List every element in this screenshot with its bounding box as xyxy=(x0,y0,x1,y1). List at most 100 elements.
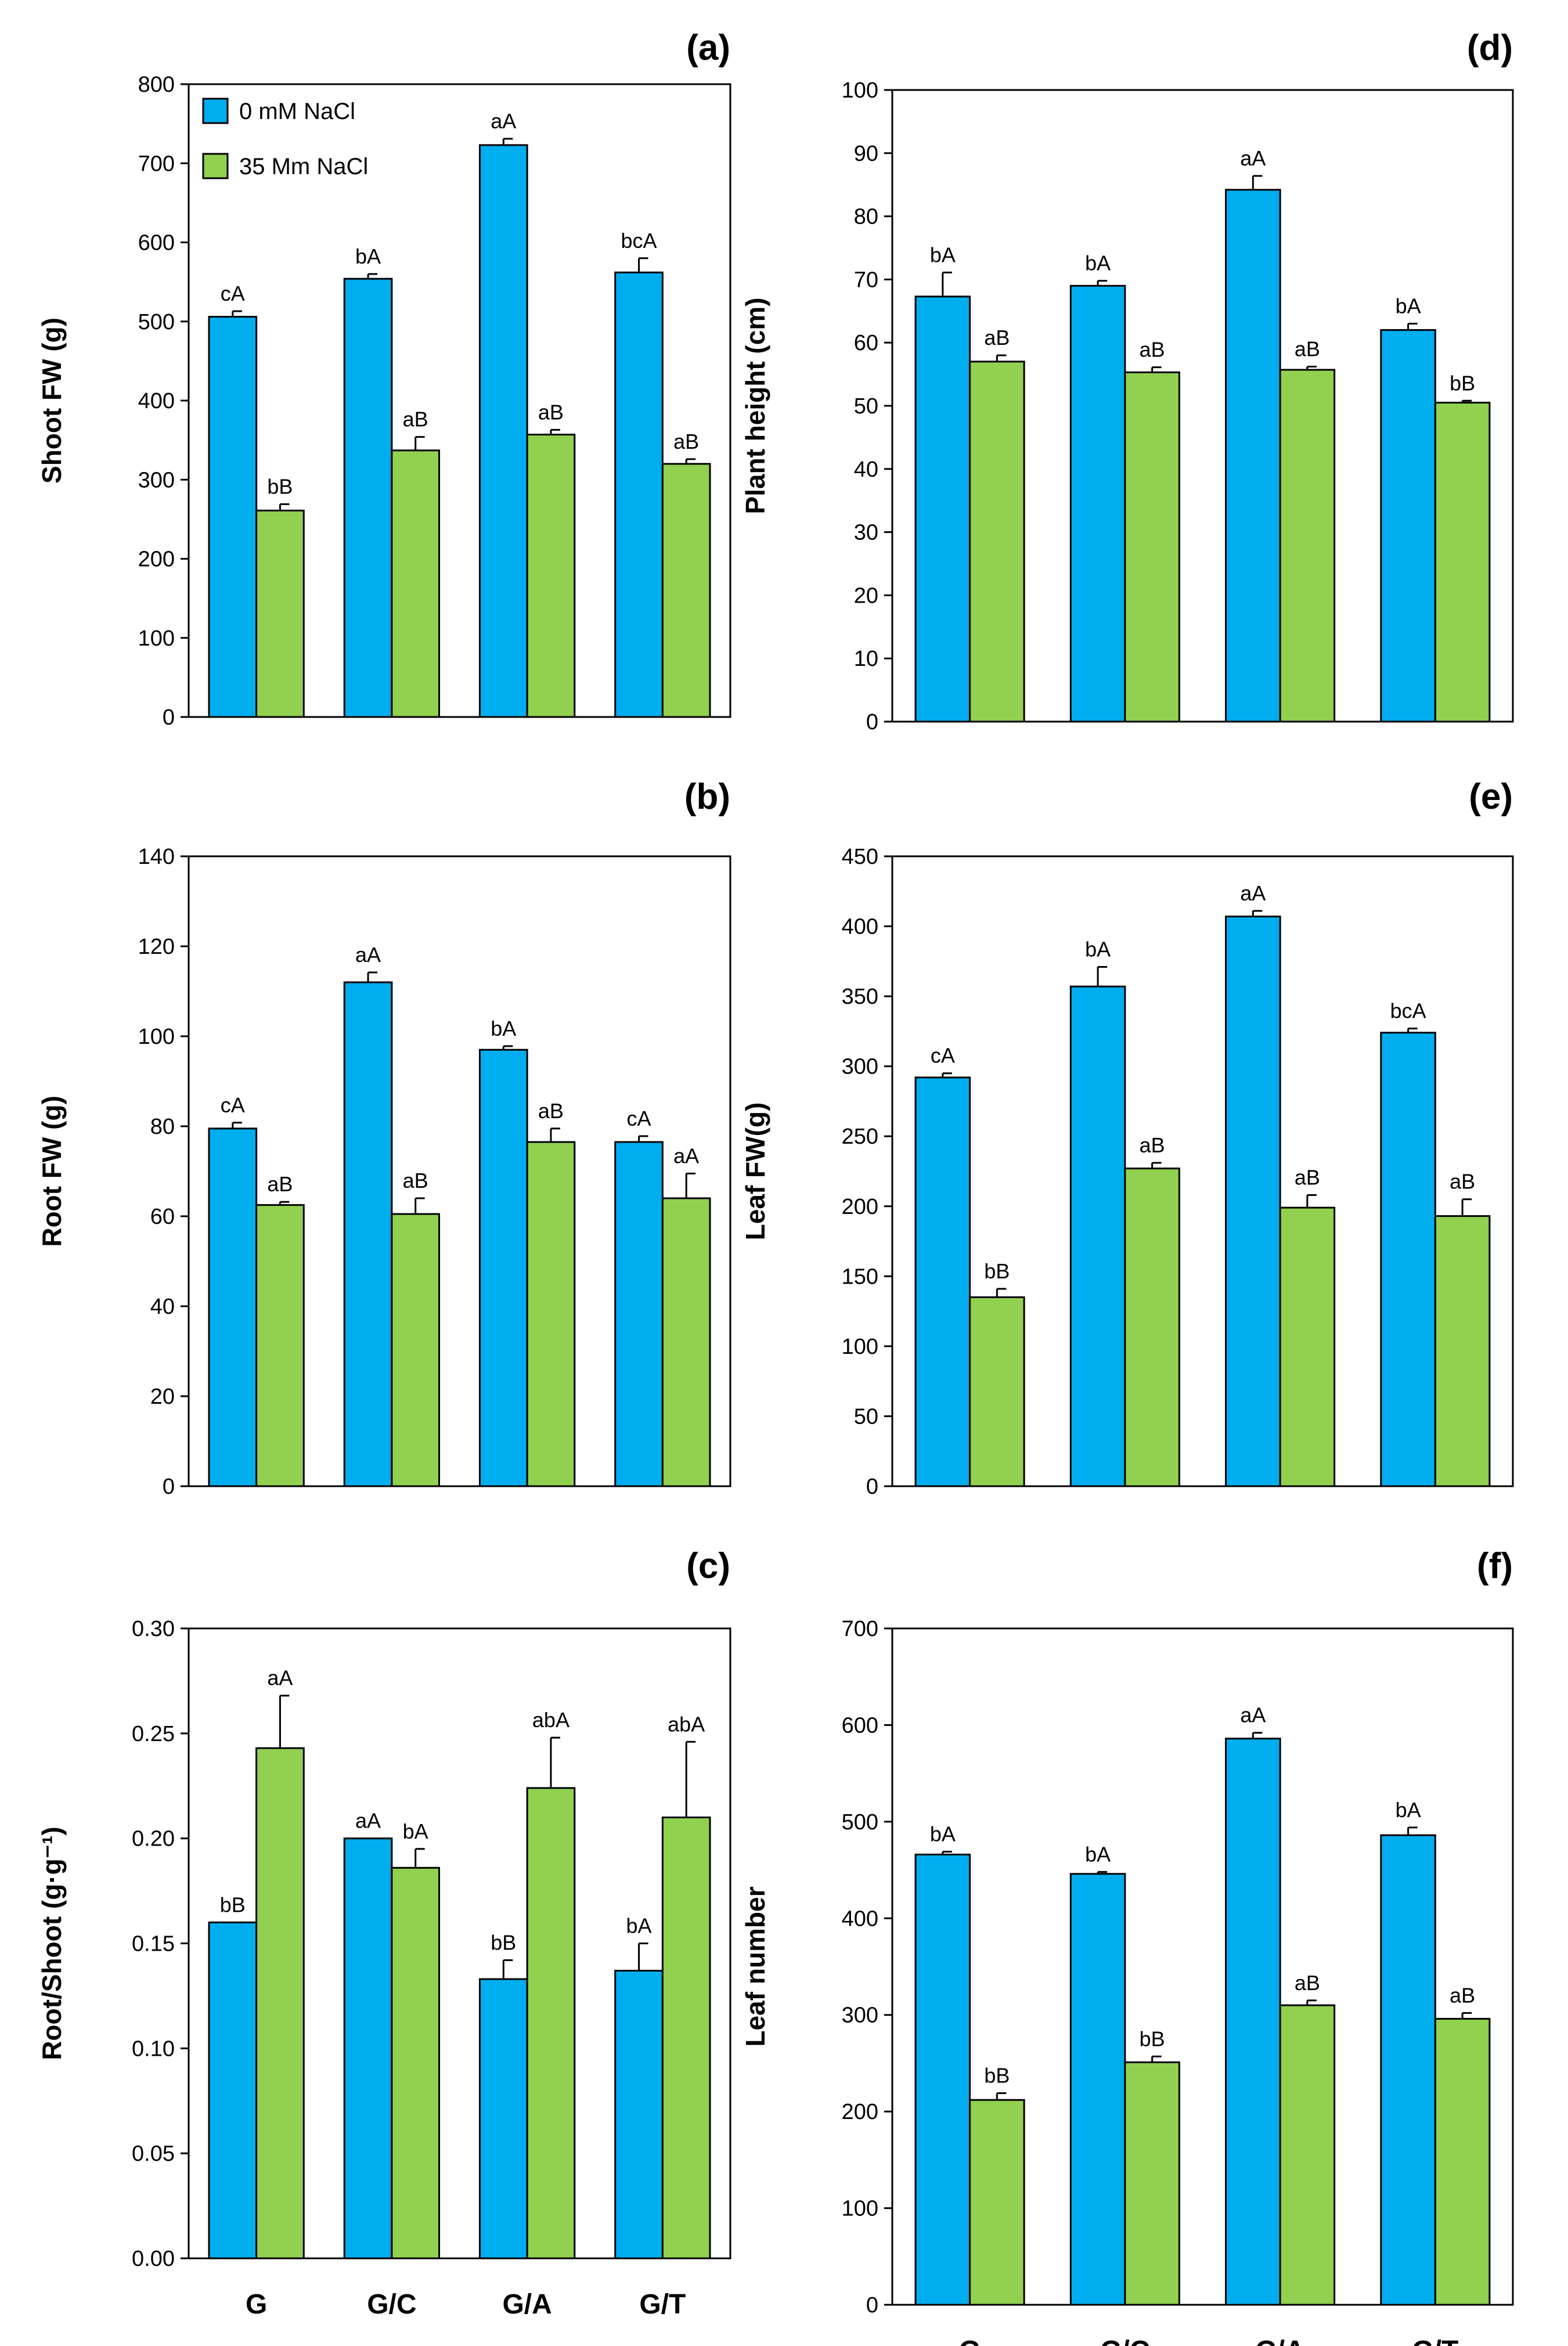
y-tick-label: 30 xyxy=(854,521,878,545)
bar-control xyxy=(1069,985,1126,1487)
bar-control xyxy=(614,271,664,718)
y-tick-label: 0 xyxy=(163,1475,175,1499)
y-tick-label: 100 xyxy=(842,2197,878,2221)
significance-label: aB xyxy=(1450,1983,1475,2007)
bar-control xyxy=(614,1141,664,1487)
y-tick-label: 700 xyxy=(842,1617,878,1641)
panel-letter: (b) xyxy=(684,777,730,817)
bar-control xyxy=(614,1970,664,2259)
significance-label: cA xyxy=(221,282,245,305)
legend-swatch xyxy=(202,153,229,179)
plot-frame xyxy=(891,1627,1514,2306)
significance-label: bA xyxy=(355,244,381,268)
y-tick-label: 100 xyxy=(138,1025,175,1049)
bar-control xyxy=(914,1076,971,1487)
bar-salt xyxy=(1279,2004,1336,2306)
y-tick-label: 600 xyxy=(138,231,175,255)
y-tick-label: 80 xyxy=(854,205,878,229)
y-tick-label: 600 xyxy=(842,1713,878,1738)
significance-label: aB xyxy=(1140,1133,1165,1157)
plot-frame xyxy=(188,855,731,1487)
significance-label: aA xyxy=(673,1144,699,1167)
bar-control xyxy=(914,1853,971,2306)
significance-label: aB xyxy=(1450,1170,1475,1194)
significance-label: bB xyxy=(267,474,293,498)
y-tick-label: 250 xyxy=(842,1125,878,1149)
significance-label: bB xyxy=(984,1259,1010,1283)
bar-control xyxy=(478,1978,528,2259)
y-tick-label: 140 xyxy=(138,845,175,869)
bar-control xyxy=(1069,284,1126,723)
significance-label: bB xyxy=(984,2064,1010,2088)
y-tick-label: 80 xyxy=(150,1115,175,1139)
y-tick-label: 70 xyxy=(854,268,878,292)
significance-label: bB xyxy=(1450,371,1475,395)
significance-label: bA xyxy=(930,243,956,266)
y-tick-label: 90 xyxy=(854,142,878,166)
bar-salt xyxy=(1434,1215,1491,1487)
bar-salt xyxy=(1124,371,1180,723)
bar-salt xyxy=(255,1747,305,2259)
bar-salt xyxy=(255,1204,305,1487)
significance-label: bA xyxy=(403,1819,428,1843)
y-tick-label: 300 xyxy=(842,2003,878,2028)
bar-salt xyxy=(391,449,441,718)
category-label: G/A xyxy=(1255,2336,1304,2346)
significance-label: bA xyxy=(626,1914,652,1938)
bar-control xyxy=(1380,1032,1436,1487)
bar-salt xyxy=(969,2099,1025,2306)
bar-salt xyxy=(1279,369,1336,723)
significance-label: bA xyxy=(1396,294,1421,318)
y-axis-label: Plant height (cm) xyxy=(740,297,770,514)
significance-label: aB xyxy=(1140,338,1165,362)
y-tick-label: 0 xyxy=(866,1475,878,1499)
chart-panel-b: (b) 0 20 40 60 80 100 120 140 Root FW (g) cA aA bA cA… xyxy=(37,777,731,1499)
legend-label: 0 mM NaCl xyxy=(239,99,355,124)
panel-letter: (f) xyxy=(1477,1546,1513,1586)
bar-salt xyxy=(661,463,711,718)
significance-label: aA xyxy=(355,1809,381,1833)
significance-label: aA xyxy=(267,1666,293,1690)
y-tick-label: 400 xyxy=(842,915,878,939)
significance-label: aA xyxy=(355,943,381,967)
plot-frame xyxy=(188,83,731,718)
bar-control xyxy=(208,1127,258,1487)
significance-label: aB xyxy=(403,1169,428,1192)
category-label: G xyxy=(246,2289,267,2320)
y-tick-label: 20 xyxy=(854,583,878,608)
bar-control xyxy=(208,1921,258,2259)
y-tick-label: 20 xyxy=(150,1385,175,1409)
bar-salt xyxy=(526,434,576,718)
bar-control xyxy=(1069,1873,1126,2306)
y-tick-label: 350 xyxy=(842,985,878,1009)
y-tick-label: 60 xyxy=(854,331,878,355)
panel-letter: (e) xyxy=(1469,777,1513,817)
bar-salt xyxy=(661,1197,711,1487)
significance-label: bB xyxy=(220,1893,246,1916)
bar-salt xyxy=(1124,2061,1180,2306)
significance-label: aA xyxy=(1240,881,1266,905)
legend-label: 35 Mm NaCl xyxy=(239,154,368,179)
chart-panel-e: (e) 0 50 100 150 200 250 300 350 400 450 Leaf FW(g)… xyxy=(740,777,1514,1499)
y-axis-label: Root/Shoot (g·g⁻¹) xyxy=(37,1826,67,2060)
bar-control xyxy=(914,295,971,723)
bar-control xyxy=(1380,329,1436,723)
chart-panel-f: (f) 0 100 200 300 400 500 600 700 Leaf number bA bA… xyxy=(740,1546,1514,2346)
category-label: G xyxy=(959,2336,981,2346)
y-tick-label: 0 xyxy=(866,710,878,734)
y-axis-label: Leaf number xyxy=(740,1886,770,2046)
y-tick-label: 50 xyxy=(854,394,878,419)
panel-letter: (c) xyxy=(686,1546,730,1586)
category-label: G/T xyxy=(1412,2336,1458,2346)
bar-salt xyxy=(969,361,1025,723)
bar-salt xyxy=(391,1866,441,2259)
y-tick-label: 0.30 xyxy=(132,1617,175,1641)
y-tick-label: 10 xyxy=(854,647,878,671)
y-tick-label: 800 xyxy=(138,73,175,97)
y-tick-label: 120 xyxy=(138,935,175,959)
significance-label: abA xyxy=(532,1708,569,1732)
significance-label: aA xyxy=(1240,1703,1266,1727)
significance-label: cA xyxy=(221,1093,245,1117)
significance-label: bcA xyxy=(1390,999,1426,1023)
